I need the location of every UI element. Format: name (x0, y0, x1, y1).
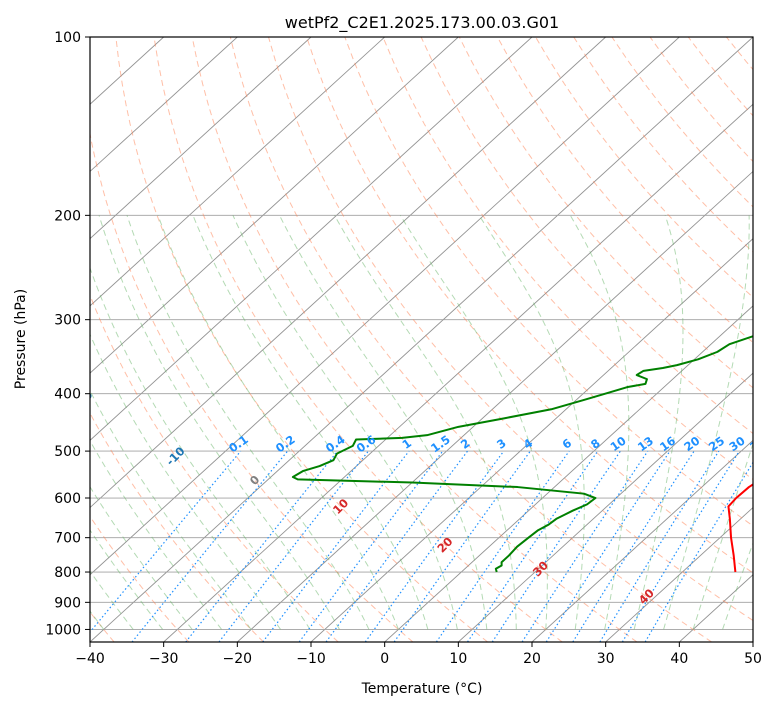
dry-adiabat-line (345, 37, 775, 642)
isotherm-line (0, 37, 311, 642)
moist-adiabat-line (127, 215, 369, 629)
mixing-ratio-label: 8 (588, 436, 603, 452)
dry-adiabat-line (269, 37, 775, 642)
x-tick-label: 40 (670, 651, 688, 667)
moist-adiabat-line (280, 215, 487, 629)
isotherm-line (0, 37, 606, 642)
y-tick-label: 900 (54, 595, 81, 611)
mixing-ratio-line (132, 451, 288, 642)
dry-adiabat-line (688, 37, 775, 642)
mixing-ratio-line (492, 451, 620, 642)
dry-adiabat-line (536, 37, 775, 642)
moist-adiabat-line (570, 215, 629, 629)
dry-adiabat-line (421, 37, 775, 642)
y-tick-label: 1000 (45, 622, 81, 638)
mixing-ratio-label: 2 (458, 436, 473, 452)
moist-adiabat-line (6, 215, 222, 629)
moist-adiabat-line (0, 215, 104, 629)
x-axis-label: Temperature (°C) (361, 681, 483, 697)
x-tick-label: −30 (149, 651, 179, 667)
mixing-ratio-label: 3 (494, 436, 509, 452)
dry-adiabat-line (154, 37, 562, 642)
y-axis-ticks: 100 200 300 400 500 600 700 800 900 1000 (45, 30, 90, 638)
mixing-ratio-lines (82, 451, 760, 642)
isotherm-line (0, 37, 237, 642)
y-tick-label: 800 (54, 565, 81, 581)
x-tick-label: 10 (449, 651, 467, 667)
x-tick-label: 30 (597, 651, 615, 667)
y-tick-label: 100 (54, 30, 81, 46)
y-axis-label: Pressure (hPa) (13, 289, 29, 389)
dry-adiabat-line (78, 37, 413, 642)
moist-adiabat-line (158, 215, 398, 629)
dry-adiabat-label: -10 (163, 444, 188, 469)
mixing-ratio-line (436, 451, 569, 642)
isotherm-line (0, 37, 385, 642)
mixing-ratio-label: 0.4 (323, 432, 348, 455)
x-tick-label: −40 (75, 651, 105, 667)
plot-area: 0.10.20.40.611.52346810131620253036-100-… (0, 37, 775, 642)
dry-adiabat-line (192, 37, 637, 642)
mixing-ratio-line (600, 451, 719, 642)
mixing-ratio-line (573, 451, 694, 642)
reference-line-labels: 0.10.20.40.611.52346810131620253036-100-… (0, 46, 768, 607)
moist-adiabat-line (0, 215, 163, 629)
isotherm-line (16, 37, 679, 642)
isotherm-line (753, 37, 775, 642)
x-axis-ticks: −40 −30 −20 −10 0 10 20 30 40 50 (75, 642, 762, 667)
isotherm-line (90, 37, 753, 642)
isotherm-line (0, 37, 458, 642)
mixing-ratio-label: 4 (521, 436, 536, 452)
y-tick-label: 300 (54, 313, 81, 329)
mixing-ratio-line (546, 451, 670, 642)
isotherm-grid (0, 37, 775, 642)
mixing-ratio-label: 1.5 (428, 432, 453, 455)
y-tick-label: 600 (54, 491, 81, 507)
y-tick-label: 500 (54, 444, 81, 460)
dry-adiabat-label: 0 (247, 472, 263, 488)
y-tick-label: 700 (54, 531, 81, 547)
moist-adiabat-line (73, 215, 310, 629)
mixing-ratio-label: 0.1 (226, 432, 251, 455)
dry-adiabat-label: 30 (530, 558, 551, 579)
dry-adiabat-line (650, 37, 775, 642)
chart-title: wetPf2_C2E1.2025.173.00.03.G01 (285, 13, 559, 33)
x-tick-label: 0 (380, 651, 389, 667)
dry-adiabat-line (230, 37, 711, 642)
dry-adiabat-label: 40 (636, 586, 657, 607)
moist-adiabat-line (723, 215, 775, 629)
moist-adiabat-line (400, 215, 547, 629)
x-tick-label: 20 (523, 651, 541, 667)
temperature-profile-line (728, 37, 775, 572)
x-tick-label: −20 (223, 651, 253, 667)
x-tick-label: −10 (296, 651, 326, 667)
x-tick-label: 50 (744, 651, 762, 667)
y-tick-label: 200 (54, 208, 81, 224)
mixing-ratio-label: 0.6 (354, 432, 379, 455)
mixing-ratio-line (468, 451, 598, 642)
mixing-ratio-line (622, 451, 739, 642)
mixing-ratio-line (82, 451, 241, 642)
mixing-ratio-label: 6 (560, 436, 575, 452)
mixing-ratio-label: 1 (399, 436, 414, 452)
moist-adiabat-line (0, 215, 192, 629)
y-tick-label: 400 (54, 387, 81, 403)
dry-adiabat-line (1, 37, 263, 642)
dry-adiabat-line (765, 37, 775, 642)
